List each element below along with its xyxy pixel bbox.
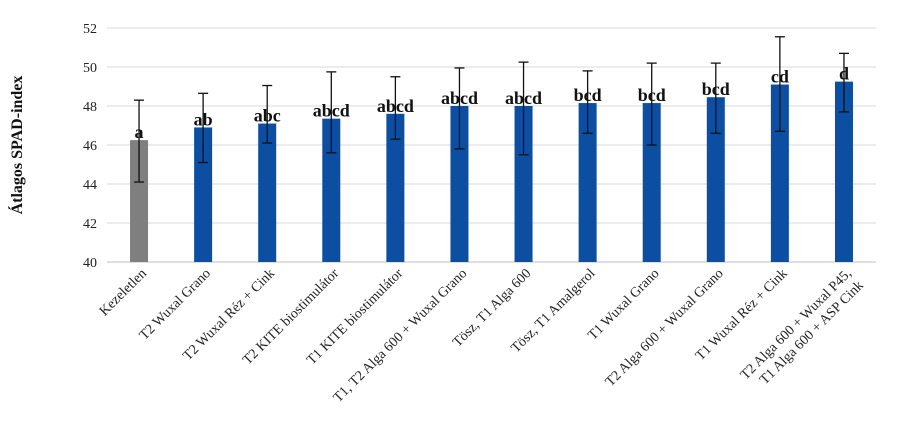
category-label-line: T1 Alga 600 + ASP Cink [757, 278, 867, 388]
significance-label: bcd [574, 85, 602, 105]
significance-label: ab [194, 109, 213, 129]
category-label-line: T2 Alga 600 + Wuxal P45, [738, 266, 855, 383]
y-tick-label: 44 [83, 178, 97, 193]
y-axis-label: Átlagos SPAD-index [7, 76, 26, 215]
category-label-line: T2 Alga 600 + Wuxal Grano [603, 266, 727, 390]
error-bars [134, 36, 849, 183]
significance-label: a [135, 122, 144, 142]
bar [194, 127, 213, 262]
significance-labels: a ab abc abcd abcd abcd abcd bcd bcd bcd cd d [135, 64, 849, 143]
bar [578, 103, 597, 262]
bar [322, 118, 341, 262]
bar [386, 113, 405, 262]
bar [706, 97, 725, 262]
category-label: T1, T2 Alga 600 + Wuxal Grano [331, 266, 470, 405]
y-tick-label: 42 [83, 217, 97, 232]
significance-label: abcd [505, 88, 542, 108]
bars [130, 81, 853, 262]
bar [450, 106, 469, 262]
y-tick-label: 46 [83, 139, 97, 154]
bar [130, 140, 149, 262]
significance-label: bcd [702, 79, 730, 99]
y-tick-label: 48 [83, 100, 97, 115]
y-tick-label: 40 [83, 256, 97, 271]
category-label-line: T1, T2 Alga 600 + Wuxal Grano [331, 266, 470, 405]
category-label-line: Kezeletlen [97, 266, 150, 319]
significance-label: d [839, 64, 849, 84]
significance-label: abc [254, 106, 281, 126]
category-label: T2 Alga 600 + Wuxal Grano [603, 266, 727, 390]
y-tick-label: 52 [83, 22, 97, 37]
significance-label: abcd [313, 101, 350, 121]
gridlines [107, 27, 876, 263]
significance-label: abcd [377, 96, 414, 116]
bar [770, 84, 789, 262]
bar [258, 123, 277, 262]
category-label: T2 Alga 600 + Wuxal P45,T1 Alga 600 + AS… [738, 266, 867, 388]
bar [834, 81, 853, 262]
significance-label: cd [771, 67, 789, 87]
bar [642, 103, 661, 262]
category-label: Kezeletlen [97, 266, 150, 319]
y-tick-label: 50 [83, 61, 97, 76]
bar [514, 106, 533, 262]
significance-label: bcd [638, 85, 666, 105]
significance-label: abcd [441, 88, 478, 108]
y-axis-ticks: 40 42 44 46 48 50 52 [83, 22, 97, 271]
